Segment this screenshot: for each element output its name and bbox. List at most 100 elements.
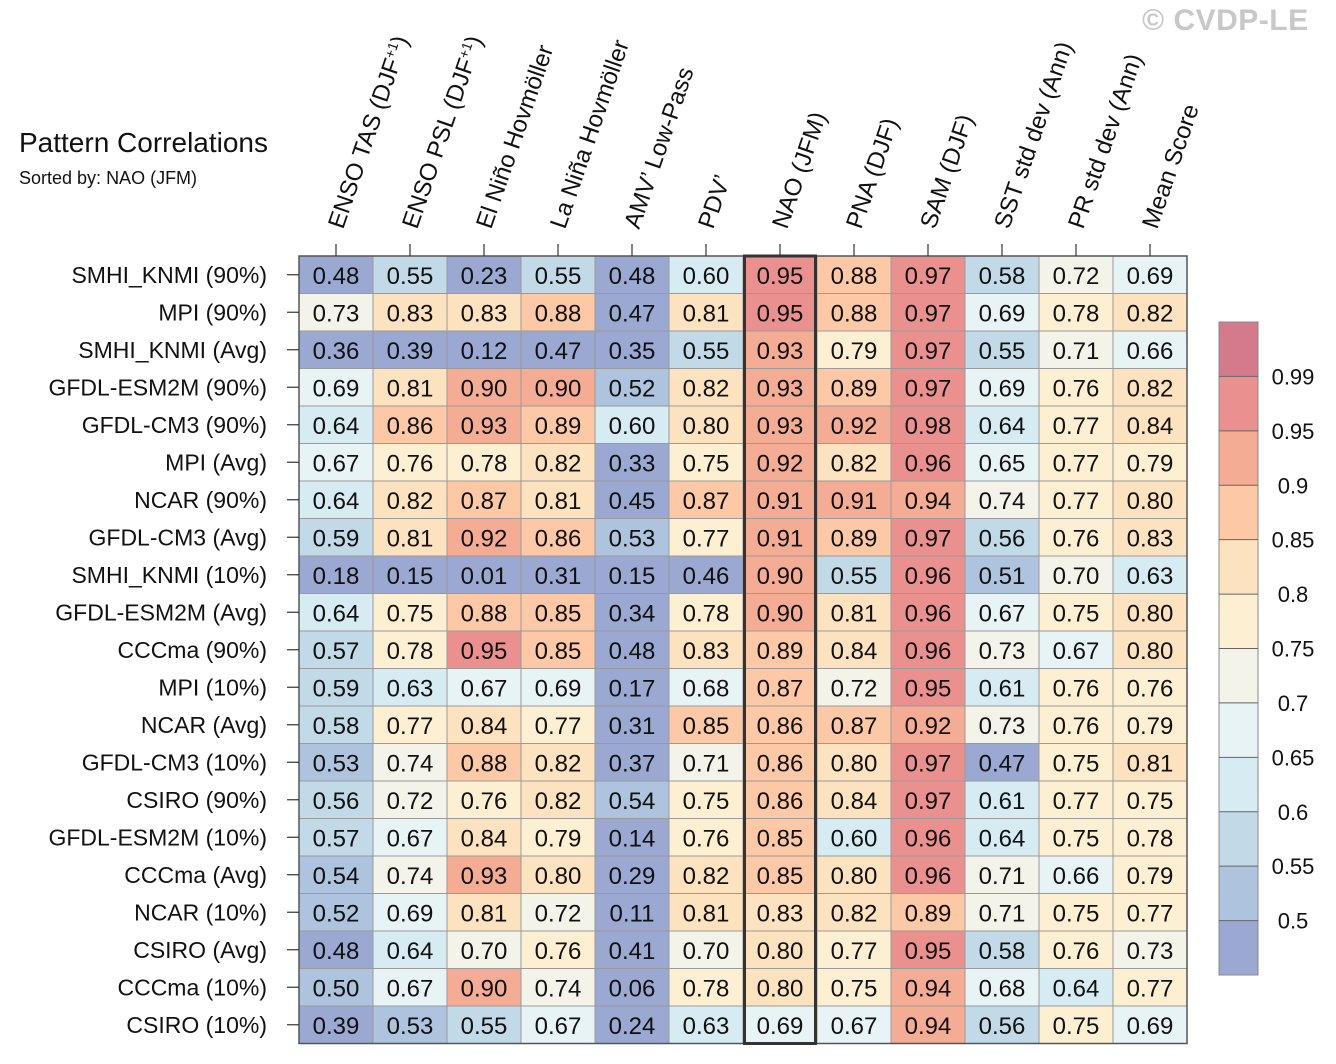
heatmap-cell	[520, 855, 596, 894]
column-label: NAO (JFM)	[767, 108, 832, 231]
cell-value-label: 0.77	[1053, 488, 1100, 515]
heatmap-cell	[964, 293, 1040, 332]
cell-value-label: 0.85	[757, 825, 804, 852]
cell-value-label: 0.85	[683, 713, 730, 740]
cell-value-label: 0.70	[1053, 563, 1100, 590]
cell-value-label: 0.77	[387, 713, 434, 740]
row-label: SMHI_KNMI (90%)	[71, 262, 267, 288]
column-label-text: La Niña Hovmöller	[545, 36, 635, 231]
cell-value-label: 0.73	[1127, 938, 1174, 965]
cell-value-label: 0.64	[979, 413, 1026, 440]
cell-value-label: 0.86	[535, 525, 582, 552]
colorbar-bin	[1219, 539, 1258, 595]
heatmap-cell	[668, 930, 744, 969]
cell-value-label: 0.77	[1053, 788, 1100, 815]
colorbar-tick-label: 0.95	[1272, 419, 1315, 444]
cell-value-label: 0.84	[831, 788, 878, 815]
heatmap-cell	[964, 1005, 1040, 1044]
cell-value-label: 0.83	[683, 638, 730, 665]
heatmap-cell	[890, 330, 966, 369]
cell-value-label: 0.88	[831, 263, 878, 290]
colorbar-bin	[1219, 920, 1258, 975]
colorbar-bin	[1219, 485, 1258, 540]
heatmap-cell	[372, 405, 448, 444]
cell-value-label: 0.87	[831, 713, 878, 740]
cell-value-label: 0.75	[1053, 900, 1100, 927]
cell-value-label: 0.94	[905, 975, 952, 1002]
cell-value-label: 0.47	[535, 338, 582, 365]
cell-value-label: 0.15	[387, 563, 434, 590]
heatmap-cell	[1038, 330, 1114, 369]
heatmap-cell	[1112, 930, 1188, 969]
heatmap-cell	[520, 555, 596, 594]
cell-value-label: 0.18	[313, 563, 360, 590]
cell-value-label: 0.82	[535, 450, 582, 477]
cell-value-label: 0.01	[461, 563, 508, 590]
heatmap-cell	[668, 1005, 744, 1044]
cell-value-label: 0.93	[461, 413, 508, 440]
cell-value-label: 0.76	[1127, 675, 1174, 702]
heatmap-cell	[964, 443, 1040, 482]
heatmap-cell	[668, 330, 744, 369]
cell-value-label: 0.77	[1127, 975, 1174, 1002]
cell-value-label: 0.76	[683, 825, 730, 852]
cell-value-label: 0.79	[1127, 863, 1174, 890]
row-label: NCAR (10%)	[134, 899, 267, 925]
cell-value-label: 0.78	[1053, 300, 1100, 327]
heatmap-cell	[1038, 668, 1114, 707]
heatmap-cell	[816, 293, 892, 332]
cell-value-label: 0.48	[313, 263, 360, 290]
cell-value-label: 0.81	[683, 300, 730, 327]
colorbar-bin	[1219, 757, 1258, 812]
heatmap-cell	[816, 518, 892, 557]
heatmap-cell	[446, 293, 522, 332]
heatmap-cell	[520, 518, 596, 557]
cell-value-label: 0.57	[313, 638, 360, 665]
cell-value-label: 0.87	[461, 488, 508, 515]
cell-value-label: 0.68	[683, 675, 730, 702]
heatmap-cell	[594, 968, 670, 1007]
heatmap-cell	[372, 968, 448, 1007]
cell-value-label: 0.91	[757, 488, 804, 515]
cell-value-label: 0.90	[461, 375, 508, 402]
heatmap-cell	[1112, 630, 1188, 669]
column-labels: ENSO TAS (DJF+1)ENSO PSL (DJF+1)El Niño …	[323, 32, 1205, 256]
heatmap-cell	[964, 480, 1040, 519]
heatmap-cell	[594, 293, 670, 332]
row-label: SMHI_KNMI (10%)	[71, 562, 267, 588]
cell-value-label: 0.53	[609, 525, 656, 552]
cell-value-label: 0.68	[979, 975, 1026, 1002]
heatmap-cell	[668, 405, 744, 444]
cell-value-label: 0.58	[979, 263, 1026, 290]
colorbar-tick-label: 0.9	[1278, 473, 1309, 498]
colorbar-bin	[1219, 322, 1258, 377]
cell-value-label: 0.82	[683, 375, 730, 402]
cell-value-label: 0.73	[979, 638, 1026, 665]
cell-value-label: 0.80	[831, 750, 878, 777]
heatmap-cell	[446, 255, 522, 294]
cell-value-label: 0.77	[1053, 450, 1100, 477]
heatmap-cell	[1112, 518, 1188, 557]
chart-title: Pattern Correlations	[19, 127, 269, 158]
heatmap-cell	[372, 1005, 448, 1044]
heatmap-cell	[520, 968, 596, 1007]
cell-value-label: 0.69	[757, 1013, 804, 1040]
heatmap-cell	[668, 780, 744, 819]
cell-value-label: 0.73	[313, 300, 360, 327]
cell-value-label: 0.90	[757, 600, 804, 627]
cell-value-label: 0.76	[387, 450, 434, 477]
cell-value-label: 0.97	[905, 338, 952, 365]
heatmap-cell	[446, 893, 522, 932]
cell-value-label: 0.85	[535, 600, 582, 627]
heatmap-cell	[1038, 518, 1114, 557]
row-label: CSIRO (10%)	[126, 1012, 267, 1038]
cell-value-label: 0.91	[831, 488, 878, 515]
row-label: GFDL-ESM2M (90%)	[48, 374, 267, 400]
cell-value-label: 0.14	[609, 825, 656, 852]
cell-value-label: 0.67	[1053, 638, 1100, 665]
cell-value-label: 0.33	[609, 450, 656, 477]
heatmap-cell	[1112, 330, 1188, 369]
heatmap-cell	[446, 593, 522, 632]
cell-value-label: 0.31	[535, 563, 582, 590]
